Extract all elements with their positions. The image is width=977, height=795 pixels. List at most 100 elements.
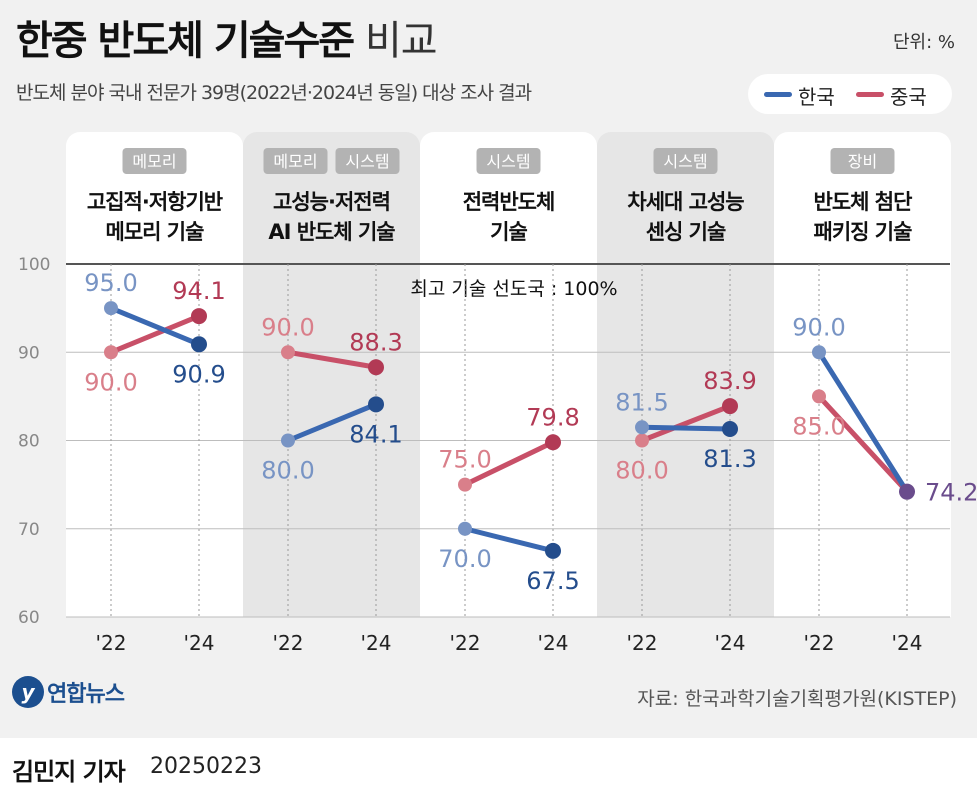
korea-point-2024	[191, 336, 207, 353]
logo: y 연합뉴스	[12, 676, 125, 708]
y-tick-label: 70	[18, 520, 40, 540]
korea-point-2022	[104, 301, 118, 316]
china-series-line	[462, 439, 556, 488]
reporter-name: 김민지 기자	[12, 758, 126, 786]
x-tick-label: '22	[273, 631, 304, 655]
subtitle: 반도체 분야 국내 전문가 39명(2022년·2024년 동일) 대상 조사 …	[16, 82, 532, 104]
korea-value-label-2022: 90.0	[792, 313, 845, 341]
group-title: 기술	[490, 220, 527, 244]
title-bold: 한중 반도체 기술수준	[16, 18, 355, 64]
china-point-2022	[281, 345, 295, 360]
legend: 한국 중국	[748, 74, 952, 114]
china-value-label-2022: 75.0	[438, 446, 491, 474]
korea-series-line	[285, 401, 379, 443]
y-tick-label: 80	[18, 432, 40, 452]
china-value-label-2022: 85.0	[792, 412, 845, 440]
china-value-label-2024: 83.9	[703, 367, 756, 395]
logo-text: 연합뉴스	[47, 682, 125, 707]
category-tag-label: 시스템	[663, 152, 707, 171]
category-tag-label: 메모리	[273, 152, 317, 171]
group-title: 메모리 기술	[106, 220, 205, 244]
korea-series-line	[816, 349, 910, 495]
unit-label: 단위: %	[892, 32, 955, 53]
korea-point-2024	[545, 542, 561, 559]
china-series-line	[285, 349, 379, 370]
china-series-line	[639, 403, 733, 443]
page-title: 한중 반도체 기술수준 비교	[16, 8, 438, 66]
korea-value-label-2022: 81.5	[615, 388, 668, 416]
group-title: 차세대 고성능	[627, 190, 744, 214]
korea-point-2024	[722, 421, 738, 438]
group-title: 센싱 기술	[646, 220, 726, 244]
category-tag	[476, 148, 541, 174]
korea-series-line	[108, 305, 202, 347]
korea-value-label-2022: 80.0	[261, 457, 314, 485]
china-point-2024	[191, 308, 207, 325]
korea-value-label-2024: 81.3	[703, 445, 756, 473]
y-tick-label: 100	[18, 255, 50, 275]
korea-value-label-2024: 90.9	[172, 360, 225, 388]
category-tag-label: 메모리	[132, 152, 176, 171]
group-title: 고성능·저전력	[273, 190, 390, 214]
korea-value-label-2024: 84.1	[349, 420, 402, 448]
china-value-label-2024: 94.1	[172, 277, 225, 305]
panel-background-base	[774, 600, 951, 617]
x-tick-label: '24	[538, 631, 569, 655]
legend-label-china: 중국	[890, 85, 927, 109]
category-tag-label: 시스템	[486, 152, 530, 171]
tie-point-2024	[899, 483, 915, 500]
korea-value-label-2022: 95.0	[84, 269, 137, 297]
korea-value-label-2022: 70.0	[438, 545, 491, 573]
title-light: 비교	[365, 18, 438, 64]
china-value-label-2024: 88.3	[349, 328, 402, 356]
tie-value-label-2024: 74.2	[925, 479, 977, 507]
china-value-label-2022: 90.0	[261, 313, 314, 341]
china-value-label-2024: 79.8	[526, 403, 579, 431]
category-tag	[335, 148, 400, 174]
korea-point-2022	[458, 521, 472, 536]
category-tag	[122, 148, 187, 174]
korea-value-label-2024: 67.5	[526, 567, 579, 595]
korea-point-2022	[281, 433, 295, 448]
legend-swatch-china	[856, 92, 884, 97]
china-series-line	[108, 313, 202, 355]
category-tag-label: 장비	[848, 152, 877, 171]
panel-background-base	[420, 600, 597, 617]
china-value-label-2022: 90.0	[84, 368, 137, 396]
group-title: AI 반도체 기술	[268, 220, 395, 244]
reference-label: 최고 기술 선도국 : 100%	[410, 278, 617, 300]
y-tick-label: 60	[18, 608, 40, 628]
panel-background-base	[66, 600, 243, 617]
china-point-2022	[458, 477, 472, 492]
panel-background-base	[243, 600, 420, 617]
china-point-2022	[812, 389, 826, 404]
x-tick-label: '22	[804, 631, 835, 655]
byline-bar: 김민지 기자 20250223	[0, 738, 977, 795]
publish-date: 20250223	[150, 754, 262, 779]
group-title: 패키징 기술	[814, 220, 913, 244]
china-point-2024	[545, 434, 561, 451]
x-tick-label: '24	[361, 631, 392, 655]
category-tag	[263, 148, 328, 174]
group-title: 고집적·저항기반	[87, 190, 223, 214]
china-series-line	[816, 393, 910, 495]
legend-swatch-korea	[764, 92, 792, 97]
infographic-card: 한중 반도체 기술수준 비교 반도체 분야 국내 전문가 39명(2022년·2…	[12, 8, 977, 710]
korea-point-2022	[812, 345, 826, 360]
x-tick-label: '24	[892, 631, 923, 655]
korea-point-2022	[635, 420, 649, 435]
group-title: 반도체 첨단	[814, 190, 913, 214]
legend-label-korea: 한국	[798, 85, 835, 109]
panel-background-base	[597, 600, 774, 617]
korea-point-2024	[368, 396, 384, 413]
source-note: 자료: 한국과학기술기획평가원(KISTEP)	[637, 688, 957, 710]
china-point-2022	[635, 433, 649, 448]
yonhap-logo-icon: y	[12, 676, 44, 708]
x-tick-label: '22	[450, 631, 481, 655]
china-point-2024	[368, 359, 384, 376]
x-tick-label: '22	[96, 631, 127, 655]
category-tag-label: 시스템	[345, 152, 389, 171]
x-tick-label: '22	[627, 631, 658, 655]
china-value-label-2022: 80.0	[615, 457, 668, 485]
